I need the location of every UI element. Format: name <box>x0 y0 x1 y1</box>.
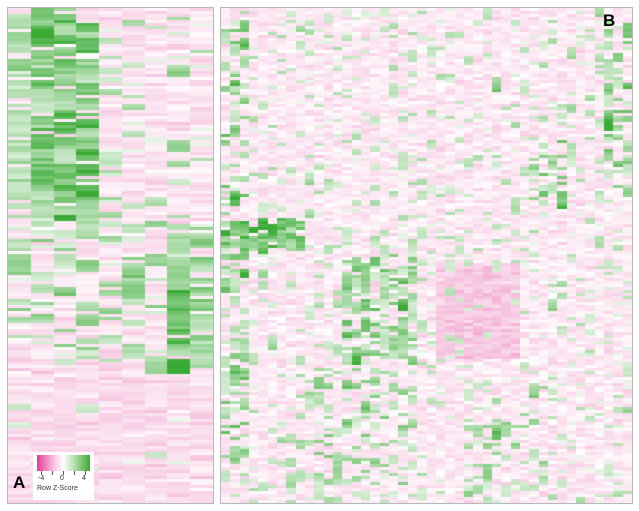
panel-a <box>7 7 214 504</box>
legend-gradient-bar <box>37 455 90 471</box>
legend-tick <box>41 471 42 475</box>
panel-b-label: B <box>603 11 616 30</box>
legend-tick <box>85 471 86 475</box>
panel-a-label: A <box>13 473 26 492</box>
legend-title: Row Z-Score <box>37 485 78 492</box>
panel-a-heatmap <box>8 8 213 503</box>
legend-tick-label-mid: 0 <box>60 475 64 482</box>
legend-tick <box>52 471 53 475</box>
color-scale-legend: -4 0 4 Row Z-Score <box>33 452 94 500</box>
legend-tick-label-max: 4 <box>82 475 86 482</box>
legend-ticks <box>37 471 90 475</box>
legend-tick <box>63 471 64 475</box>
legend-tick-labels: -4 0 4 <box>37 475 90 484</box>
legend-tick-label-min: -4 <box>38 475 45 482</box>
legend-tick <box>74 471 75 475</box>
panel-b <box>220 7 633 504</box>
panel-b-heatmap <box>221 8 632 503</box>
